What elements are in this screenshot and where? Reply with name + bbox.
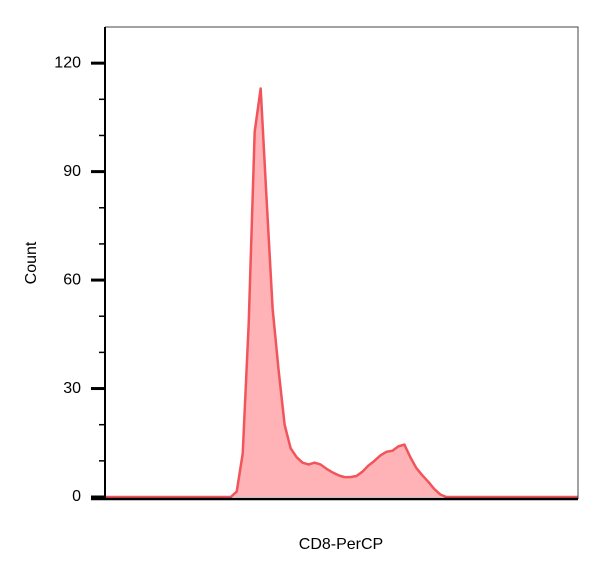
area-line (105, 87, 578, 499)
plot-frame (105, 26, 579, 499)
y-tick-label: 60 (63, 271, 81, 288)
y-tick-label: 90 (63, 163, 81, 180)
area-fill (105, 88, 578, 498)
x-axis-label: CD8-PerCP (299, 536, 383, 553)
y-tick-label: 0 (72, 488, 81, 505)
y-tick-label: 30 (63, 380, 81, 397)
y-axis-label: Count (23, 241, 40, 284)
y-tick-label: 120 (54, 54, 81, 71)
